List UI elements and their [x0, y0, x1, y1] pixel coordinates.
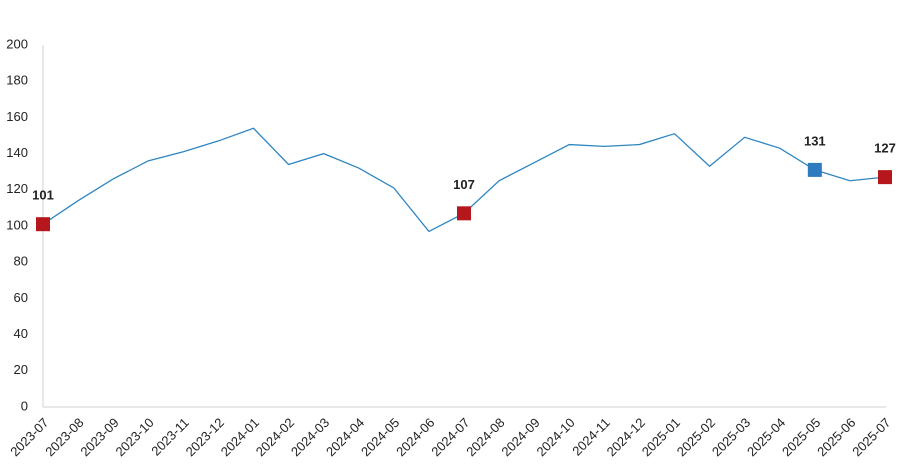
y-tick-label: 200 [6, 36, 28, 51]
data-label: 127 [874, 141, 896, 156]
y-tick-label: 100 [6, 217, 28, 232]
y-tick-label: 80 [14, 254, 28, 269]
highlight-marker [878, 170, 892, 185]
y-tick-label: 180 [6, 73, 28, 88]
y-tick-label: 0 [21, 398, 28, 413]
data-label: 107 [453, 177, 475, 192]
highlight-marker [36, 217, 50, 232]
x-tick-label: 2024-10 [533, 415, 577, 459]
highlight-marker [457, 206, 471, 221]
y-tick-label: 160 [6, 109, 28, 124]
y-tick-label: 120 [6, 181, 28, 196]
data-label: 101 [32, 188, 54, 203]
y-tick-label: 40 [14, 326, 28, 341]
x-tick-label: 2025-07 [849, 415, 893, 459]
x-tick-label: 2023-10 [112, 415, 156, 459]
highlight-marker [807, 162, 822, 177]
y-tick-label: 60 [14, 290, 28, 305]
y-tick-label: 140 [6, 145, 28, 160]
data-label: 131 [804, 133, 826, 148]
y-tick-label: 20 [14, 362, 28, 377]
